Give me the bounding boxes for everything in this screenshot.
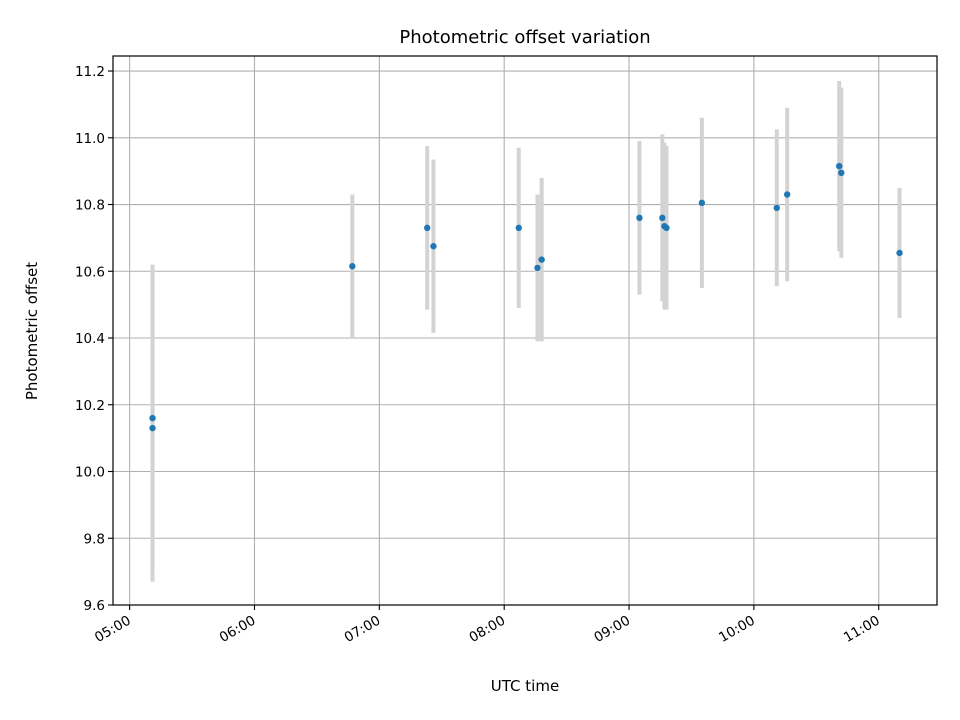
y-tick-label: 10.4 xyxy=(75,331,105,347)
data-point xyxy=(773,204,780,212)
grid xyxy=(113,56,937,606)
data-point xyxy=(663,224,670,232)
y-axis-ticks: 9.6 9.8 10.0 10.2 10.4 10.6 10.8 11.0 11.2 xyxy=(75,64,113,614)
data-point xyxy=(149,424,156,432)
y-tick-label: 9.6 xyxy=(84,598,105,614)
y-tick-label: 9.8 xyxy=(84,531,105,547)
data-points xyxy=(149,162,903,432)
y-tick-label: 11.0 xyxy=(75,131,105,147)
y-tick-label: 10.8 xyxy=(75,198,105,214)
y-tick-label: 10.2 xyxy=(75,398,105,414)
y-tick-label: 10.0 xyxy=(75,465,105,481)
data-point xyxy=(636,214,643,222)
data-point xyxy=(534,264,541,272)
y-axis-title: Photometric offset xyxy=(23,262,41,400)
data-point xyxy=(538,256,545,263)
chart-title: Photometric offset variation xyxy=(399,27,650,48)
y-tick-label: 10.6 xyxy=(75,264,105,280)
plot-frame xyxy=(112,55,938,606)
y-tick-label: 11.2 xyxy=(75,64,105,80)
data-point xyxy=(515,224,522,232)
x-axis-title: UTC time xyxy=(491,677,559,695)
data-point xyxy=(836,162,843,170)
data-point xyxy=(783,191,791,198)
data-point xyxy=(659,214,666,222)
data-point xyxy=(149,414,156,422)
data-point xyxy=(698,199,706,207)
data-point xyxy=(896,249,903,257)
data-point xyxy=(424,224,431,232)
data-point xyxy=(349,263,356,270)
data-point xyxy=(838,169,845,177)
data-point xyxy=(430,243,437,250)
